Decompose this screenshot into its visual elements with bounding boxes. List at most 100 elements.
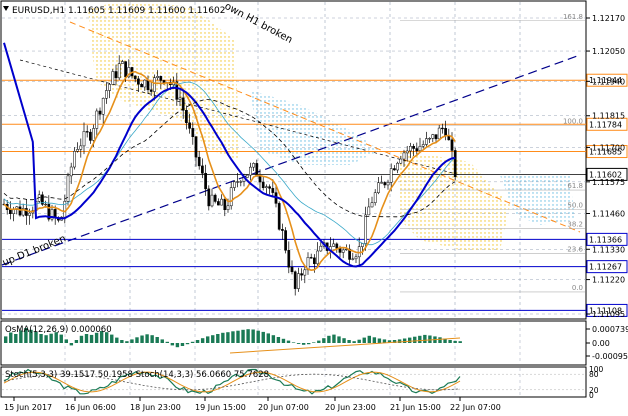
osma-bar <box>9 332 13 343</box>
price-tick-label: 1.11095 <box>592 310 625 319</box>
osma-bar <box>397 339 402 343</box>
price-tick-label: 1.11330 <box>592 245 625 254</box>
candle-body <box>233 181 236 188</box>
osma-bar <box>296 343 301 344</box>
candle-body <box>412 146 415 149</box>
fib-label: 161.8 <box>563 13 583 21</box>
osma-bar <box>69 343 74 346</box>
price-tick-label: 1.12050 <box>592 47 625 56</box>
osma-bar <box>175 343 180 348</box>
osma-bar <box>120 340 124 343</box>
osma-tick-label: 0.000739 <box>592 325 628 334</box>
candle-body <box>389 168 393 183</box>
level-label-box <box>586 303 628 317</box>
candle-body <box>377 182 380 193</box>
osma-bar <box>14 334 18 343</box>
candle-body <box>21 208 25 216</box>
osma-bar <box>347 340 351 343</box>
collapse-triangle-icon[interactable] <box>3 6 9 11</box>
osma-bar <box>89 334 94 343</box>
candle-body <box>351 258 355 260</box>
candle-body <box>383 182 387 186</box>
osma-bar <box>362 337 366 343</box>
osma-bar <box>271 335 276 343</box>
candle-body <box>226 205 230 211</box>
indicator-line-cyan <box>3 81 456 246</box>
osma-bar <box>125 341 129 343</box>
osma-bar <box>332 334 336 343</box>
level-label-box <box>586 167 628 181</box>
candle-body <box>437 127 441 140</box>
osma-bar <box>418 335 422 343</box>
candle-body <box>367 206 371 216</box>
candle-body <box>89 131 92 141</box>
candle-body <box>181 97 185 111</box>
price-tick-label: 1.11220 <box>592 276 625 285</box>
stoch-tick-label: 100 <box>589 365 604 374</box>
candle-body <box>300 273 303 276</box>
level-label: 1.11784 <box>589 120 622 129</box>
candle-body <box>76 149 79 152</box>
candle-body <box>313 257 316 265</box>
osma-signal-line <box>229 337 461 354</box>
time-axis[interactable]: 15 Jun 2017 16 Jun 06:00 18 Jun 23:00 19 Ju… <box>4 397 501 412</box>
osma-bar <box>185 343 190 345</box>
osma-tick-label: -0.000956 <box>592 352 628 361</box>
candle-body <box>309 257 313 259</box>
candle-body <box>153 77 156 92</box>
level-label: 1.11366 <box>589 235 622 244</box>
level-label-box <box>586 145 628 159</box>
candle-body <box>28 212 31 216</box>
time-tick-label: 18 Jun 23:00 <box>130 403 181 412</box>
osma-bar <box>24 328 28 343</box>
candle-body <box>50 209 54 220</box>
osma-bar <box>180 343 185 346</box>
stoch-signal-line <box>3 371 461 393</box>
trendline-d1-broken <box>1 54 581 266</box>
candle-body <box>229 187 233 207</box>
cloud-cyan-right <box>500 175 575 225</box>
candle-body <box>386 182 390 186</box>
osma-bar <box>408 337 412 343</box>
osma-bar <box>150 335 154 343</box>
osma-bar <box>195 340 200 343</box>
osma-bar <box>29 329 33 343</box>
osma-histogram <box>4 328 462 348</box>
candle-body <box>258 176 262 183</box>
osma-bar <box>413 336 417 343</box>
candle-body <box>220 198 223 206</box>
candle-body <box>114 71 118 79</box>
candle-body <box>210 194 214 207</box>
candle-body <box>364 214 367 244</box>
candle-body <box>223 198 227 211</box>
osma-axis: 0.000739 0.00 -0.000956 <box>586 325 628 361</box>
stoch-label: Stoch(5,3,3) 39.1517 50.1958 Stoch(14,3,… <box>5 370 269 380</box>
candle-body <box>95 110 99 129</box>
symbol-header: EURUSD,H1 1.11605 1.11609 1.11600 1.1160… <box>12 6 225 16</box>
candle-body <box>418 145 422 152</box>
price-axis[interactable]: 1.12170 1.12050 1.11940 1.11815 1.11700 1.115… <box>586 14 625 319</box>
osma-bar <box>372 337 377 343</box>
candle-body <box>117 63 121 79</box>
candle-body <box>41 194 44 205</box>
osma-bar <box>402 338 407 343</box>
osma-bar <box>4 336 8 343</box>
candle-body <box>127 67 131 78</box>
candle-body <box>207 188 211 207</box>
candle-body <box>316 250 319 265</box>
osma-bar <box>327 335 331 343</box>
osma-bar <box>377 338 382 343</box>
osma-bar <box>251 329 255 343</box>
osma-bar <box>428 335 432 343</box>
time-tick-label: 19 Jun 15:00 <box>195 403 246 412</box>
level-label: 1.11267 <box>589 263 622 272</box>
stoch-frame <box>0 366 587 398</box>
chart-header: EURUSD,H1 1.11605 1.11609 1.11600 1.1160… <box>3 6 225 16</box>
level-label: 1.11944 <box>589 76 622 85</box>
osma-bar <box>342 338 346 343</box>
osma-bar <box>105 332 109 343</box>
candle-body <box>18 206 22 216</box>
candle-body <box>265 186 268 189</box>
candle-body <box>447 135 451 141</box>
